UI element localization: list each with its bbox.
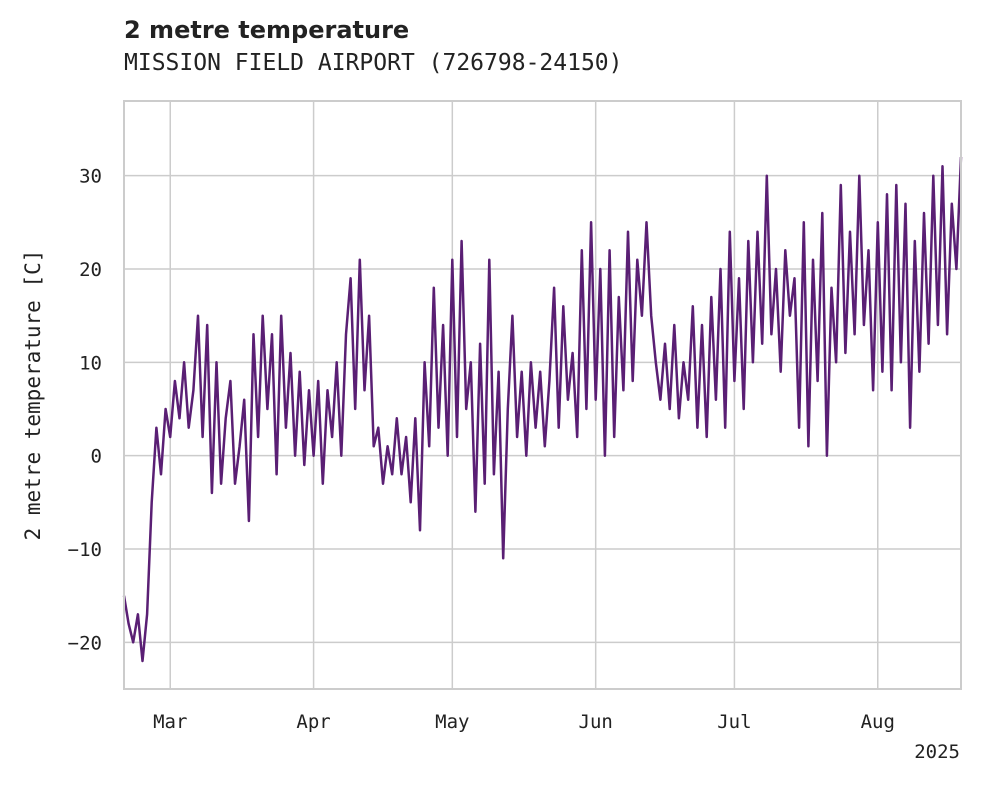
x-tick-label: May [435,711,469,733]
chart-subtitle: MISSION FIELD AIRPORT (726798-24150) [124,50,623,76]
y-axis-label: 2 metre temperature [C] [21,250,45,541]
temperature-series-line [122,156,963,663]
y-axis-ticks: −20 −10 0 10 20 30 [68,166,102,655]
y-tick-label: −20 [68,632,102,654]
series-layer [122,156,963,663]
y-tick-label: −10 [68,539,102,561]
y-tick-label: 0 [91,446,102,468]
x-tick-label: Aug [861,711,895,733]
x-tick-label: Apr [296,711,330,733]
x-axis-ticks: Mar Apr May Jun Jul Aug [153,711,895,733]
grid-lines [124,101,961,689]
y-tick-label: 30 [79,166,102,188]
y-tick-label: 20 [79,259,102,281]
x-tick-label: Mar [153,711,187,733]
x-tick-label: Jun [579,711,613,733]
plot-frame [123,100,962,690]
y-tick-label: 10 [79,352,102,374]
x-axis-year-label: 2025 [914,741,960,763]
chart-title: 2 metre temperature [124,16,410,44]
x-tick-label: Jul [717,711,751,733]
